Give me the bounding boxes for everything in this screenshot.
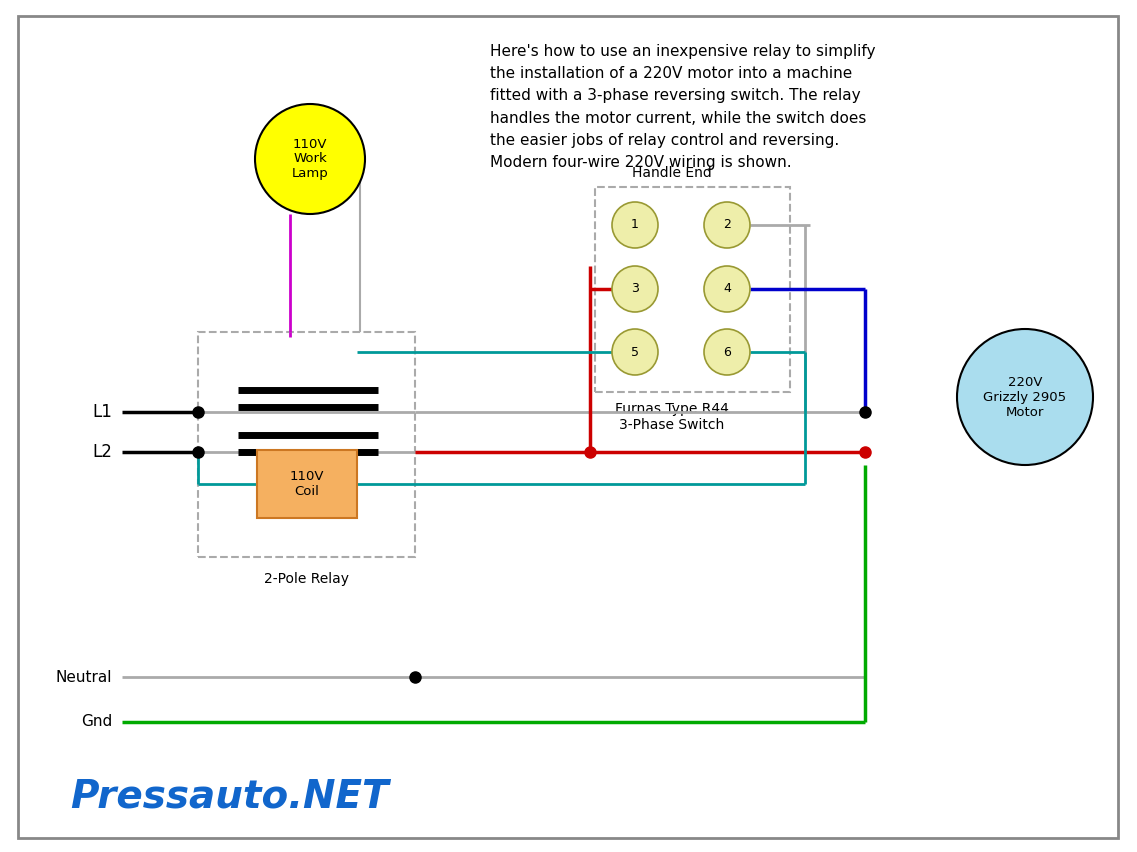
Text: Furnas Type R44
3-Phase Switch: Furnas Type R44 3-Phase Switch (615, 402, 729, 432)
Text: 2: 2 (723, 218, 731, 232)
Text: 110V
Work
Lamp: 110V Work Lamp (291, 137, 329, 181)
FancyBboxPatch shape (257, 450, 357, 518)
Text: L2: L2 (92, 443, 113, 461)
Circle shape (612, 329, 658, 375)
Text: Here's how to use an inexpensive relay to simplify
the installation of a 220V mo: Here's how to use an inexpensive relay t… (490, 44, 875, 170)
Text: 2-Pole Relay: 2-Pole Relay (265, 572, 349, 586)
Text: Neutral: Neutral (56, 670, 113, 684)
Circle shape (612, 266, 658, 312)
Text: L1: L1 (92, 403, 113, 421)
Text: 6: 6 (723, 346, 731, 359)
Text: 110V
Coil: 110V Coil (290, 470, 324, 498)
Text: 4: 4 (723, 283, 731, 296)
Text: Pressauto.NET: Pressauto.NET (70, 778, 389, 816)
Text: Handle End: Handle End (632, 166, 712, 180)
Text: 1: 1 (631, 218, 639, 232)
Text: 5: 5 (631, 346, 639, 359)
Circle shape (704, 266, 750, 312)
Text: 220V
Grizzly 2905
Motor: 220V Grizzly 2905 Motor (984, 376, 1067, 418)
Circle shape (255, 104, 365, 214)
Circle shape (957, 329, 1093, 465)
Text: Gnd: Gnd (81, 715, 113, 729)
Circle shape (704, 202, 750, 248)
Text: 3: 3 (631, 283, 639, 296)
Circle shape (612, 202, 658, 248)
Circle shape (704, 329, 750, 375)
